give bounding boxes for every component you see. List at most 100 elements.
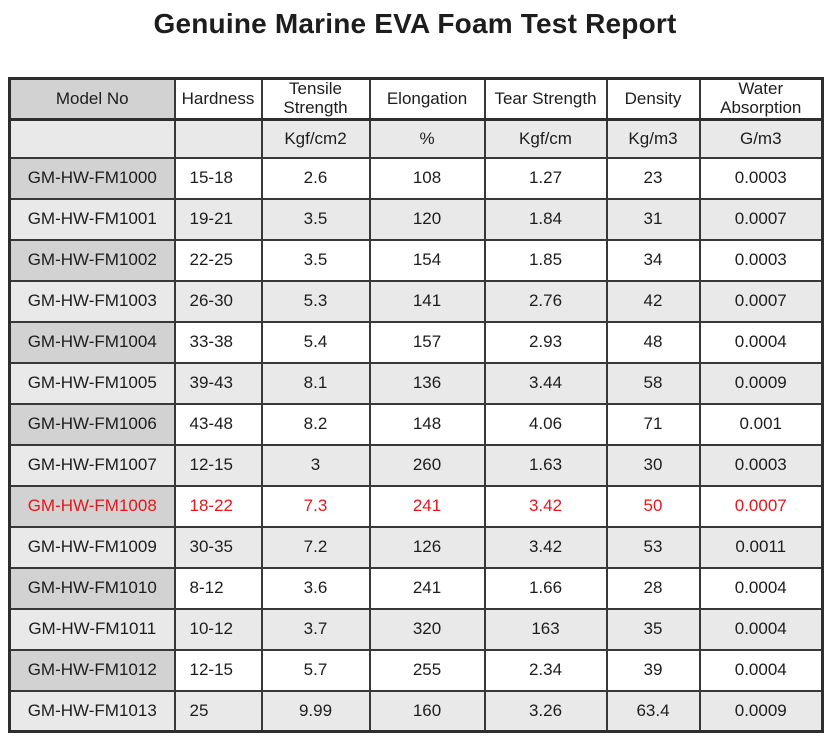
tear-cell: 2.93 [483,320,608,364]
hardness-cell: 18-22 [173,484,263,528]
column-header-hardness: Hardness [173,77,263,121]
table-row: GM-HW-FM1013 25 9.99 160 3.26 63.4 0.000… [8,689,824,733]
elongation-cell: 154 [368,238,486,282]
density-cell: 53 [605,525,701,569]
hardness-cell: 19-21 [173,197,263,241]
density-cell: 31 [605,197,701,241]
table-row: GM-HW-FM1012 12-15 5.7 255 2.34 39 0.000… [8,648,824,692]
density-cell: 42 [605,279,701,323]
table-row: GM-HW-FM1011 10-12 3.7 320 163 35 0.0004 [8,607,824,651]
hardness-cell: 33-38 [173,320,263,364]
table-row: GM-HW-FM1003 26-30 5.3 141 2.76 42 0.000… [8,279,824,323]
table-row: GM-HW-FM1010 8-12 3.6 241 1.66 28 0.0004 [8,566,824,610]
model-cell: GM-HW-FM1011 [8,607,176,651]
tear-cell: 3.42 [483,525,608,569]
unit-model-no [8,118,176,159]
unit-tensile-strength: Kgf/cm2 [260,118,371,159]
water-cell: 0.0003 [698,443,824,487]
elongation-cell: 141 [368,279,486,323]
table-row: GM-HW-FM1002 22-25 3.5 154 1.85 34 0.000… [8,238,824,282]
tensile-cell: 5.4 [260,320,371,364]
hardness-cell: 15-18 [173,156,263,200]
model-cell: GM-HW-FM1004 [8,320,176,364]
column-header-water-absorption: Water Absorption [698,77,824,121]
model-cell: GM-HW-FM1005 [8,361,176,405]
tensile-cell: 2.6 [260,156,371,200]
header-row: Model No Hardness Tensile Strength Elong… [8,77,824,121]
unit-tear-strength: Kgf/cm [483,118,608,159]
density-cell: 63.4 [605,689,701,733]
tensile-cell: 3.5 [260,197,371,241]
water-cell: 0.0011 [698,525,824,569]
model-cell: GM-HW-FM1013 [8,689,176,733]
tear-cell: 1.66 [483,566,608,610]
model-cell: GM-HW-FM1000 [8,156,176,200]
elongation-cell: 160 [368,689,486,733]
hardness-cell: 12-15 [173,443,263,487]
water-cell: 0.001 [698,402,824,446]
column-header-tensile-strength: Tensile Strength [260,77,371,121]
water-cell: 0.0004 [698,607,824,651]
tear-cell: 2.34 [483,648,608,692]
table-row-highlighted: GM-HW-FM1008 18-22 7.3 241 3.42 50 0.000… [8,484,824,528]
elongation-cell: 255 [368,648,486,692]
tensile-cell: 3.7 [260,607,371,651]
tear-cell: 3.44 [483,361,608,405]
hardness-cell: 12-15 [173,648,263,692]
tear-cell: 3.42 [483,484,608,528]
water-cell: 0.0004 [698,566,824,610]
elongation-cell: 241 [368,484,486,528]
model-cell: GM-HW-FM1010 [8,566,176,610]
elongation-cell: 320 [368,607,486,651]
tear-cell: 163 [483,607,608,651]
water-cell: 0.0009 [698,689,824,733]
column-header-density: Density [605,77,701,121]
density-cell: 39 [605,648,701,692]
tensile-cell: 5.7 [260,648,371,692]
hardness-cell: 39-43 [173,361,263,405]
table-row: GM-HW-FM1004 33-38 5.4 157 2.93 48 0.000… [8,320,824,364]
tensile-cell: 3 [260,443,371,487]
water-cell: 0.0007 [698,279,824,323]
density-cell: 71 [605,402,701,446]
tensile-cell: 3.5 [260,238,371,282]
column-header-model-no: Model No [8,77,176,121]
tensile-cell: 3.6 [260,566,371,610]
column-header-elongation: Elongation [368,77,486,121]
model-cell: GM-HW-FM1012 [8,648,176,692]
water-cell: 0.0003 [698,156,824,200]
unit-hardness [173,118,263,159]
model-cell: GM-HW-FM1007 [8,443,176,487]
hardness-cell: 8-12 [173,566,263,610]
water-cell: 0.0004 [698,648,824,692]
elongation-cell: 241 [368,566,486,610]
test-report-table: Model No Hardness Tensile Strength Elong… [8,77,824,733]
table-row: GM-HW-FM1006 43-48 8.2 148 4.06 71 0.001 [8,402,824,446]
hardness-cell: 43-48 [173,402,263,446]
table-row: GM-HW-FM1000 15-18 2.6 108 1.27 23 0.000… [8,156,824,200]
model-cell: GM-HW-FM1006 [8,402,176,446]
water-cell: 0.0004 [698,320,824,364]
tear-cell: 1.84 [483,197,608,241]
table-row: GM-HW-FM1005 39-43 8.1 136 3.44 58 0.000… [8,361,824,405]
elongation-cell: 126 [368,525,486,569]
water-cell: 0.0007 [698,197,824,241]
model-cell: GM-HW-FM1002 [8,238,176,282]
tear-cell: 1.63 [483,443,608,487]
density-cell: 48 [605,320,701,364]
density-cell: 50 [605,484,701,528]
density-cell: 35 [605,607,701,651]
tear-cell: 3.26 [483,689,608,733]
density-cell: 30 [605,443,701,487]
elongation-cell: 136 [368,361,486,405]
table-row: GM-HW-FM1009 30-35 7.2 126 3.42 53 0.001… [8,525,824,569]
tensile-cell: 9.99 [260,689,371,733]
density-cell: 58 [605,361,701,405]
density-cell: 34 [605,238,701,282]
model-cell: GM-HW-FM1001 [8,197,176,241]
water-cell: 0.0009 [698,361,824,405]
table-row: GM-HW-FM1001 19-21 3.5 120 1.84 31 0.000… [8,197,824,241]
elongation-cell: 260 [368,443,486,487]
hardness-cell: 25 [173,689,263,733]
tear-cell: 4.06 [483,402,608,446]
